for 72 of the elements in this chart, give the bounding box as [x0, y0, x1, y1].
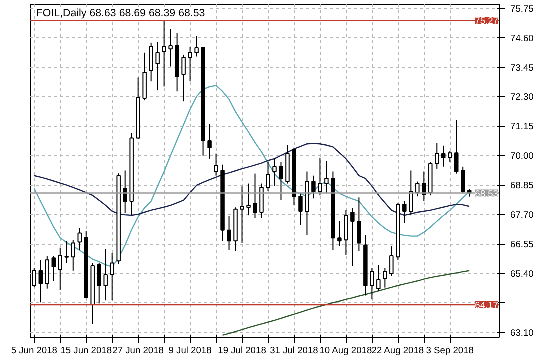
y-tick-label: 73.45	[510, 62, 534, 73]
x-tick-label: 10 Aug 2018	[320, 346, 372, 356]
candlestick	[182, 54, 186, 102]
y-tick-label: 67.70	[510, 210, 534, 220]
y-tick-label: 66.55	[510, 240, 534, 250]
candlestick	[64, 240, 69, 264]
candlestick	[194, 36, 199, 58]
y-tick-label: 68.85	[510, 180, 534, 191]
candlestick	[383, 268, 388, 288]
candlestick	[38, 260, 44, 304]
y-tick-label: 65.40	[510, 268, 534, 279]
candlestick	[104, 248, 108, 302]
x-tick-label: 31 Jul 2018	[270, 346, 318, 356]
ref-line-label: 68.53	[475, 188, 498, 199]
candlestick	[110, 252, 114, 302]
candlestick	[279, 162, 284, 201]
x-tick-label: 15 Jun 2018	[60, 346, 112, 356]
y-tick-label: 70.00	[510, 151, 534, 162]
line-series	[34, 142, 470, 216]
candlestick	[272, 158, 277, 187]
ref-line-label: 75.27	[475, 16, 498, 26]
candlestick	[318, 157, 322, 196]
x-tick-label: 9 Jul 2018	[168, 346, 212, 356]
x-tick-label: 19 Jul 2018	[218, 346, 266, 356]
x-tick-label: 22 Aug 2018	[372, 346, 424, 356]
x-tick-label: 3 Sep 2018	[426, 346, 474, 356]
candlestick	[402, 200, 407, 224]
candlestick	[52, 256, 56, 282]
candlestick	[253, 173, 258, 219]
candlestick	[78, 228, 82, 251]
candlestick	[123, 170, 128, 214]
candlestick	[298, 193, 303, 226]
y-tick-label: 74.60	[510, 33, 534, 44]
candlestick	[376, 264, 381, 292]
candlestick	[442, 145, 446, 168]
candlestick	[370, 268, 374, 300]
x-tick-label: 27 Jun 2018	[112, 346, 164, 356]
line-series	[222, 270, 470, 336]
candlestick	[97, 262, 102, 304]
candlestick	[338, 220, 342, 247]
candlestick	[454, 120, 459, 174]
candlestick	[390, 246, 394, 277]
candlestick	[461, 166, 466, 194]
ref-line-label: 64.17	[475, 300, 498, 310]
candlestick	[357, 197, 362, 252]
candlestick	[435, 142, 440, 170]
candlestick	[324, 160, 329, 194]
y-tick-label: 71.15	[510, 122, 534, 132]
candlestick	[188, 46, 192, 82]
candlestick	[409, 170, 414, 216]
candlestick	[246, 183, 251, 216]
candlestick	[240, 186, 244, 244]
y-tick-label: 75.75	[510, 4, 534, 14]
candlestick	[156, 42, 160, 92]
candlestick	[422, 171, 426, 202]
candlestick	[45, 256, 50, 290]
candlestick	[266, 162, 270, 192]
candlestick	[208, 124, 212, 160]
x-tick-label: 5 Jun 2018	[11, 346, 58, 356]
candlestick	[350, 208, 355, 267]
chart-title: FOIL,Daily 68.63 68.69 68.39 68.53	[36, 8, 206, 20]
candlestick	[227, 216, 232, 251]
candlestick	[71, 240, 76, 272]
candlestick	[416, 181, 420, 198]
candlestick	[312, 175, 316, 200]
y-tick-label: 72.30	[510, 92, 534, 102]
candlestick	[214, 153, 218, 176]
y-tick-label: 63.10	[510, 328, 534, 338]
candlestick	[448, 150, 452, 163]
candlestick	[58, 247, 63, 291]
candlestick	[149, 42, 154, 82]
candlestick	[168, 28, 173, 68]
